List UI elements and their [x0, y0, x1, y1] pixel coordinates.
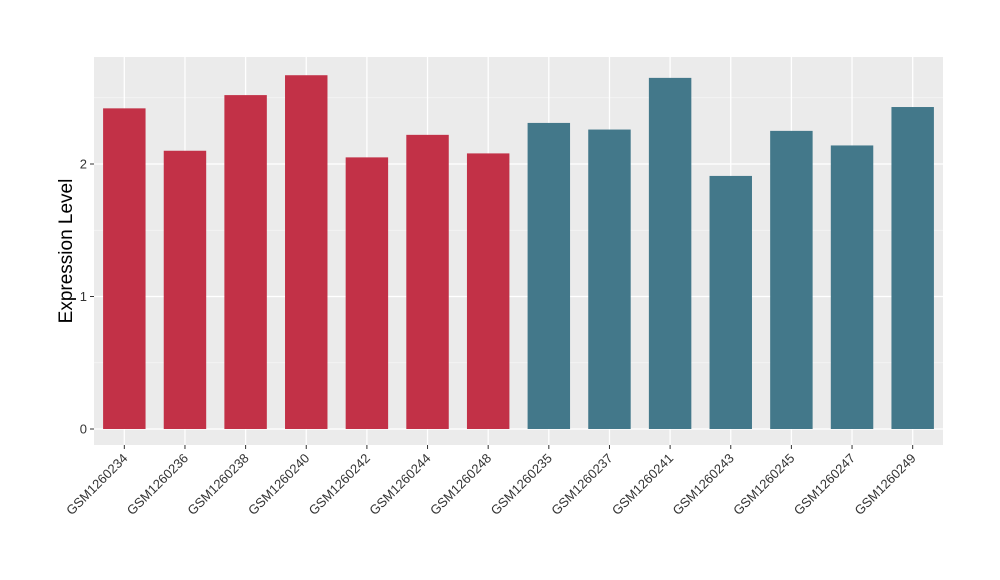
bar-GSM1260248 [466, 153, 510, 429]
x-tick-label: GSM1260249 [851, 451, 918, 518]
bar-GSM1260245 [770, 130, 813, 429]
x-tick-label: GSM1260241 [609, 451, 676, 518]
x-axis: GSM1260234GSM1260236GSM1260238GSM1260240… [63, 445, 919, 518]
plot-panel [94, 57, 943, 445]
y-axis: 0 1 2 [80, 157, 94, 437]
bar-GSM1260238 [224, 95, 267, 429]
y-tick-label: 2 [80, 157, 87, 172]
bar-GSM1260237 [588, 129, 631, 430]
x-tick-label: GSM1260243 [670, 451, 737, 518]
bar-GSM1260236 [163, 150, 207, 429]
x-tick-label: GSM1260240 [245, 451, 312, 518]
x-tick-label: GSM1260234 [63, 451, 130, 518]
x-tick-label: GSM1260245 [730, 451, 797, 518]
bar-GSM1260243 [709, 175, 752, 429]
y-axis-title: Expression Level [56, 179, 77, 324]
x-tick-label: GSM1260247 [791, 451, 858, 518]
x-tick-label: GSM1260238 [184, 451, 251, 518]
x-tick-label: GSM1260244 [366, 451, 433, 518]
x-tick-label: GSM1260235 [488, 451, 555, 518]
x-tick-label: GSM1260236 [124, 451, 191, 518]
bar-GSM1260244 [406, 134, 449, 429]
x-tick-label: GSM1260248 [427, 451, 494, 518]
bar-GSM1260235 [527, 122, 571, 430]
y-tick-label: 1 [80, 289, 87, 304]
bar-GSM1260242 [345, 157, 389, 429]
x-tick-label: GSM1260237 [548, 451, 615, 518]
bar-GSM1260234 [103, 108, 146, 429]
bar-GSM1260249 [891, 107, 934, 430]
bar-GSM1260241 [648, 77, 692, 429]
bar-GSM1260247 [830, 145, 874, 429]
y-tick-label: 0 [80, 422, 87, 437]
bar-GSM1260240 [285, 75, 328, 429]
bars [103, 75, 934, 430]
x-tick-label: GSM1260242 [306, 451, 373, 518]
